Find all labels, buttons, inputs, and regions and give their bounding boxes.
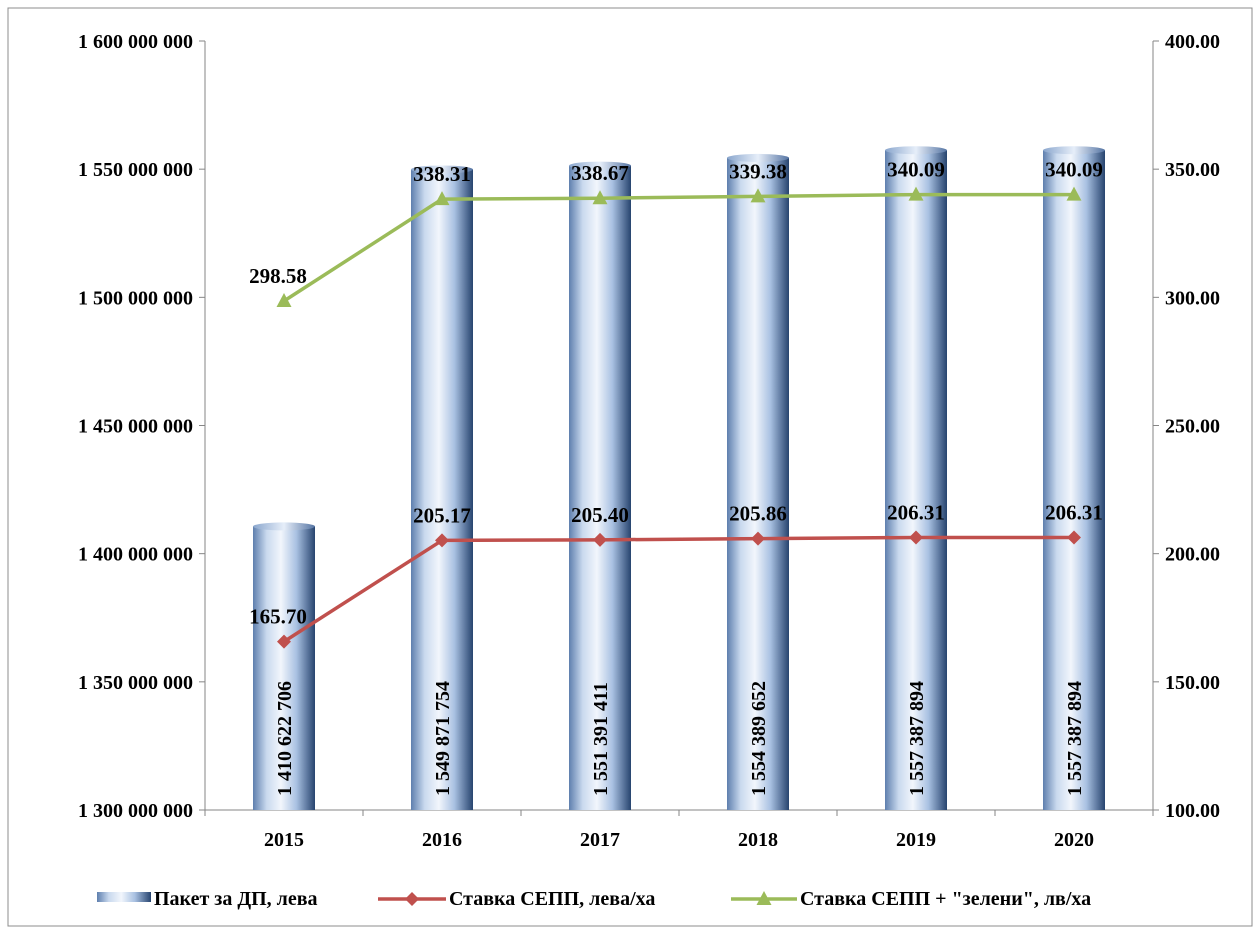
bar-top [569,161,631,170]
series-marker-triangle [1066,186,1082,201]
y-right-tick-label: 100.00 [1165,800,1220,822]
y-left-tick-label: 1 350 000 000 [78,672,193,694]
line-data-label: 165.70 [249,605,307,629]
y-left-tick-label: 1 550 000 000 [78,159,193,181]
legend-label: Пакет за ДП, лева [154,888,318,910]
bar-data-label: 1 549 871 754 [432,681,454,796]
legend-label: Ставка СЕПП, лева/ха [449,888,655,910]
series-marker-diamond [751,531,765,546]
bar-data-label: 1 554 389 652 [748,681,770,796]
bar-top [411,165,473,174]
y-right-tick-label: 400.00 [1165,31,1220,53]
bar-top [727,153,789,162]
line-data-label: 298.58 [249,264,307,288]
bar-top [1043,146,1105,155]
x-tick-label: 2015 [264,829,304,851]
line-data-label: 340.09 [1045,158,1103,182]
y-left-tick-label: 1 500 000 000 [78,287,193,309]
bar-top [253,522,315,531]
y-right-tick-label: 200.00 [1165,544,1220,566]
series-marker-diamond [277,634,291,649]
series-marker-triangle [434,191,450,206]
legend-marker-diamond [405,892,419,906]
legend-swatch-bar [97,892,151,902]
series-line [283,535,1074,644]
line-data-label: 205.17 [413,503,471,527]
legend-marker-triangle [756,891,772,905]
line-data-label: 205.86 [729,502,787,526]
bar-data-label: 1 557 387 894 [906,681,928,796]
series-marker-triangle [592,190,608,205]
bar [1043,150,1105,811]
bar-data-label: 1 410 622 706 [274,681,296,796]
series-marker-triangle [276,292,292,307]
series-line [283,192,1074,303]
x-tick-label: 2019 [896,829,936,851]
series-marker-diamond [1067,530,1081,545]
y-right-tick-label: 250.00 [1165,416,1220,438]
x-tick-label: 2018 [738,829,778,851]
line-data-label: 340.09 [887,158,945,182]
line-data-label: 338.67 [571,161,629,185]
series-marker-diamond [593,532,607,547]
bar-data-label: 1 551 391 411 [590,682,612,796]
line-data-label: 206.31 [1045,500,1103,524]
bar-top [885,146,947,155]
bar [727,157,789,810]
y-right-tick-label: 150.00 [1165,672,1220,694]
x-tick-label: 2020 [1054,829,1094,851]
line-data-label: 205.40 [571,503,629,527]
bar [253,526,315,810]
y-left-tick-label: 1 450 000 000 [78,416,193,438]
series-marker-diamond [435,533,449,548]
bar [411,169,473,810]
bar [885,150,947,811]
y-left-tick-label: 1 600 000 000 [78,31,193,53]
bar [569,165,631,810]
y-left-tick-label: 1 400 000 000 [78,544,193,566]
series-marker-triangle [908,186,924,201]
line-data-label: 339.38 [729,159,787,183]
bar-data-label: 1 557 387 894 [1064,681,1086,796]
series-marker-diamond [909,530,923,545]
y-right-tick-label: 350.00 [1165,159,1220,181]
x-tick-label: 2017 [580,829,620,851]
series-marker-triangle [750,188,766,203]
y-left-tick-label: 1 300 000 000 [78,800,193,822]
line-data-label: 206.31 [887,500,945,524]
y-right-tick-label: 300.00 [1165,287,1220,309]
legend-label: Ставка СЕПП + "зелени", лв/ха [800,888,1091,910]
line-data-label: 338.31 [413,162,471,186]
x-tick-label: 2016 [422,829,462,851]
